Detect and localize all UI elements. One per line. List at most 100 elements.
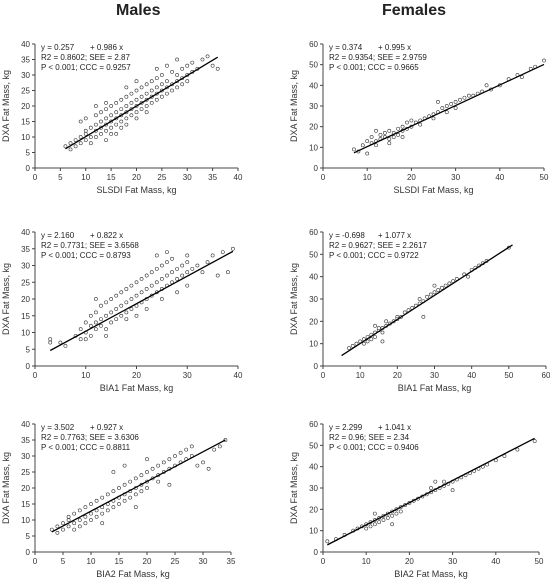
data-point <box>134 116 139 121</box>
data-point <box>104 128 108 133</box>
data-point <box>78 327 83 332</box>
data-point <box>114 317 119 322</box>
data-point <box>88 333 93 338</box>
data-point <box>100 521 105 526</box>
data-point <box>190 60 195 65</box>
data-point <box>170 256 174 261</box>
x-tick-label: 30 <box>448 557 457 566</box>
data-point <box>94 104 98 108</box>
data-point <box>124 85 129 90</box>
data-point <box>134 79 139 84</box>
regression-stats-r2-see: R2 = 0.7731; SEE = 3.6568 <box>41 241 139 250</box>
data-point <box>374 128 378 133</box>
data-point <box>104 327 108 332</box>
regression-line <box>341 244 513 357</box>
data-point <box>94 498 99 503</box>
data-point <box>190 266 195 271</box>
data-point <box>458 97 462 102</box>
data-point <box>119 125 124 130</box>
data-point <box>105 508 110 513</box>
data-point <box>384 319 389 324</box>
data-point <box>170 70 174 74</box>
y-tick-label: 10 <box>21 133 30 142</box>
x-tick-label: 30 <box>199 557 208 566</box>
x-tick-label: 40 <box>234 371 243 380</box>
data-point <box>432 290 437 295</box>
data-point <box>372 522 377 527</box>
y-tick-label: 30 <box>309 102 318 111</box>
data-point <box>418 122 423 127</box>
y-axis-label: DXA Fat Mass, kg <box>1 70 11 142</box>
data-point <box>484 83 489 88</box>
data-point <box>442 479 446 484</box>
data-point <box>119 97 124 102</box>
data-point <box>440 106 445 110</box>
data-point <box>139 85 144 90</box>
y-tick-label: 20 <box>21 295 30 304</box>
y-tick-label: 15 <box>21 312 30 321</box>
regression-equation-slope: + 1.077 x <box>378 231 411 240</box>
data-point <box>195 463 200 468</box>
data-point <box>83 514 88 519</box>
y-tick-label: 0 <box>314 548 319 557</box>
x-tick-label: 5 <box>61 557 66 566</box>
regression-stats-r2-see: R2 = 0.7763; SEE = 3.6306 <box>41 433 139 442</box>
data-point <box>159 94 164 99</box>
regression-stats-p-ccc: P < 0.001; CCC = 0.8793 <box>41 251 131 260</box>
y-tick-label: 40 <box>21 420 30 429</box>
data-point <box>117 502 121 506</box>
y-tick-label: 30 <box>21 71 30 80</box>
data-point <box>111 489 116 494</box>
x-tick-label: 0 <box>321 371 326 380</box>
data-point <box>134 110 139 115</box>
data-point <box>78 337 83 342</box>
data-point <box>175 85 180 90</box>
data-point <box>109 310 114 315</box>
data-point <box>88 323 93 328</box>
data-point <box>159 277 164 281</box>
data-point <box>373 323 377 328</box>
data-point <box>175 73 180 77</box>
data-point <box>63 343 68 348</box>
data-point <box>369 135 374 139</box>
x-axis-label: BIA2 Fat Mass, kg <box>394 569 468 579</box>
data-point <box>453 106 458 110</box>
data-point <box>144 110 149 115</box>
data-point <box>378 133 383 137</box>
data-point <box>94 327 98 332</box>
data-point <box>66 524 71 529</box>
data-point <box>78 135 83 139</box>
data-point <box>175 290 180 295</box>
data-point <box>387 128 392 133</box>
data-point <box>462 95 467 100</box>
data-point <box>129 101 134 105</box>
data-point <box>396 126 401 131</box>
y-tick-label: 40 <box>21 40 30 49</box>
x-tick-label: 25 <box>157 173 166 182</box>
scatter-females-bia2: 0 10 20 30 40 50 60 0 10 20 30 40 50 BIA2 Fat Mass, k… <box>289 420 544 579</box>
data-point <box>425 294 429 299</box>
y-tick-label: 40 <box>21 228 30 237</box>
data-point <box>124 116 129 121</box>
data-point <box>124 300 129 305</box>
data-point <box>210 63 215 68</box>
y-tick-label: 25 <box>21 468 30 477</box>
y-axis-label: DXA Fat Mass, kg <box>289 452 299 524</box>
data-point <box>99 323 103 328</box>
data-point <box>88 313 93 318</box>
y-tick-label: 60 <box>309 420 318 429</box>
data-point <box>421 314 426 319</box>
data-point <box>210 253 215 258</box>
data-point <box>88 141 93 146</box>
data-point <box>94 135 98 139</box>
data-point <box>542 58 546 63</box>
x-tick-label: 60 <box>542 371 550 380</box>
data-point <box>443 283 448 288</box>
data-point <box>149 88 154 93</box>
data-point <box>447 281 452 286</box>
data-point <box>145 457 149 462</box>
regression-stats-r2-see: R2 = 0.9354; SEE = 2.9759 <box>329 53 427 62</box>
data-point <box>55 530 60 535</box>
data-point <box>104 313 108 318</box>
data-point <box>436 288 441 292</box>
